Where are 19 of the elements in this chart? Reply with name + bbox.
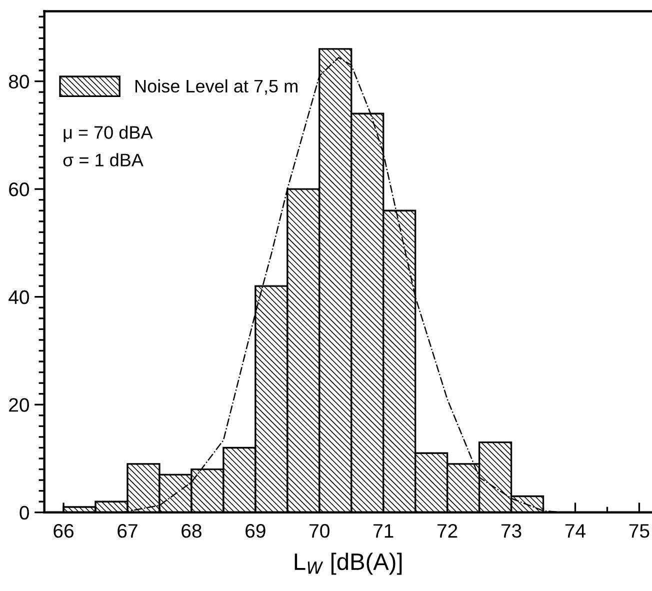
y-tick-label: 0 (20, 506, 29, 520)
y-tick-label: 80 (8, 74, 29, 89)
annotation: σ = 1 dBA (63, 153, 144, 166)
x-tick-label: 69 (246, 524, 266, 538)
x-tick-label: 68 (182, 524, 202, 538)
annotation: μ = 70 dBA (64, 126, 153, 142)
x-tick-label: 71 (374, 524, 394, 538)
legend-label: Noise Level at 7,5 m (136, 79, 298, 95)
y-tick-label: 60 (9, 182, 29, 196)
x-tick-label: 67 (118, 524, 138, 538)
x-tick-label: 74 (565, 524, 586, 538)
x-tick-label: 75 (629, 524, 650, 538)
x-tick-label: 73 (501, 524, 522, 538)
x-tick-label: 70 (310, 524, 330, 538)
x-tick-label: 66 (54, 524, 74, 538)
x-tick-label: 72 (437, 524, 458, 538)
y-tick-label: 40 (8, 290, 29, 304)
y-tick-label: 20 (9, 398, 29, 412)
x-axis-title: L$_{W}$ [dB(A)] (294, 552, 402, 575)
